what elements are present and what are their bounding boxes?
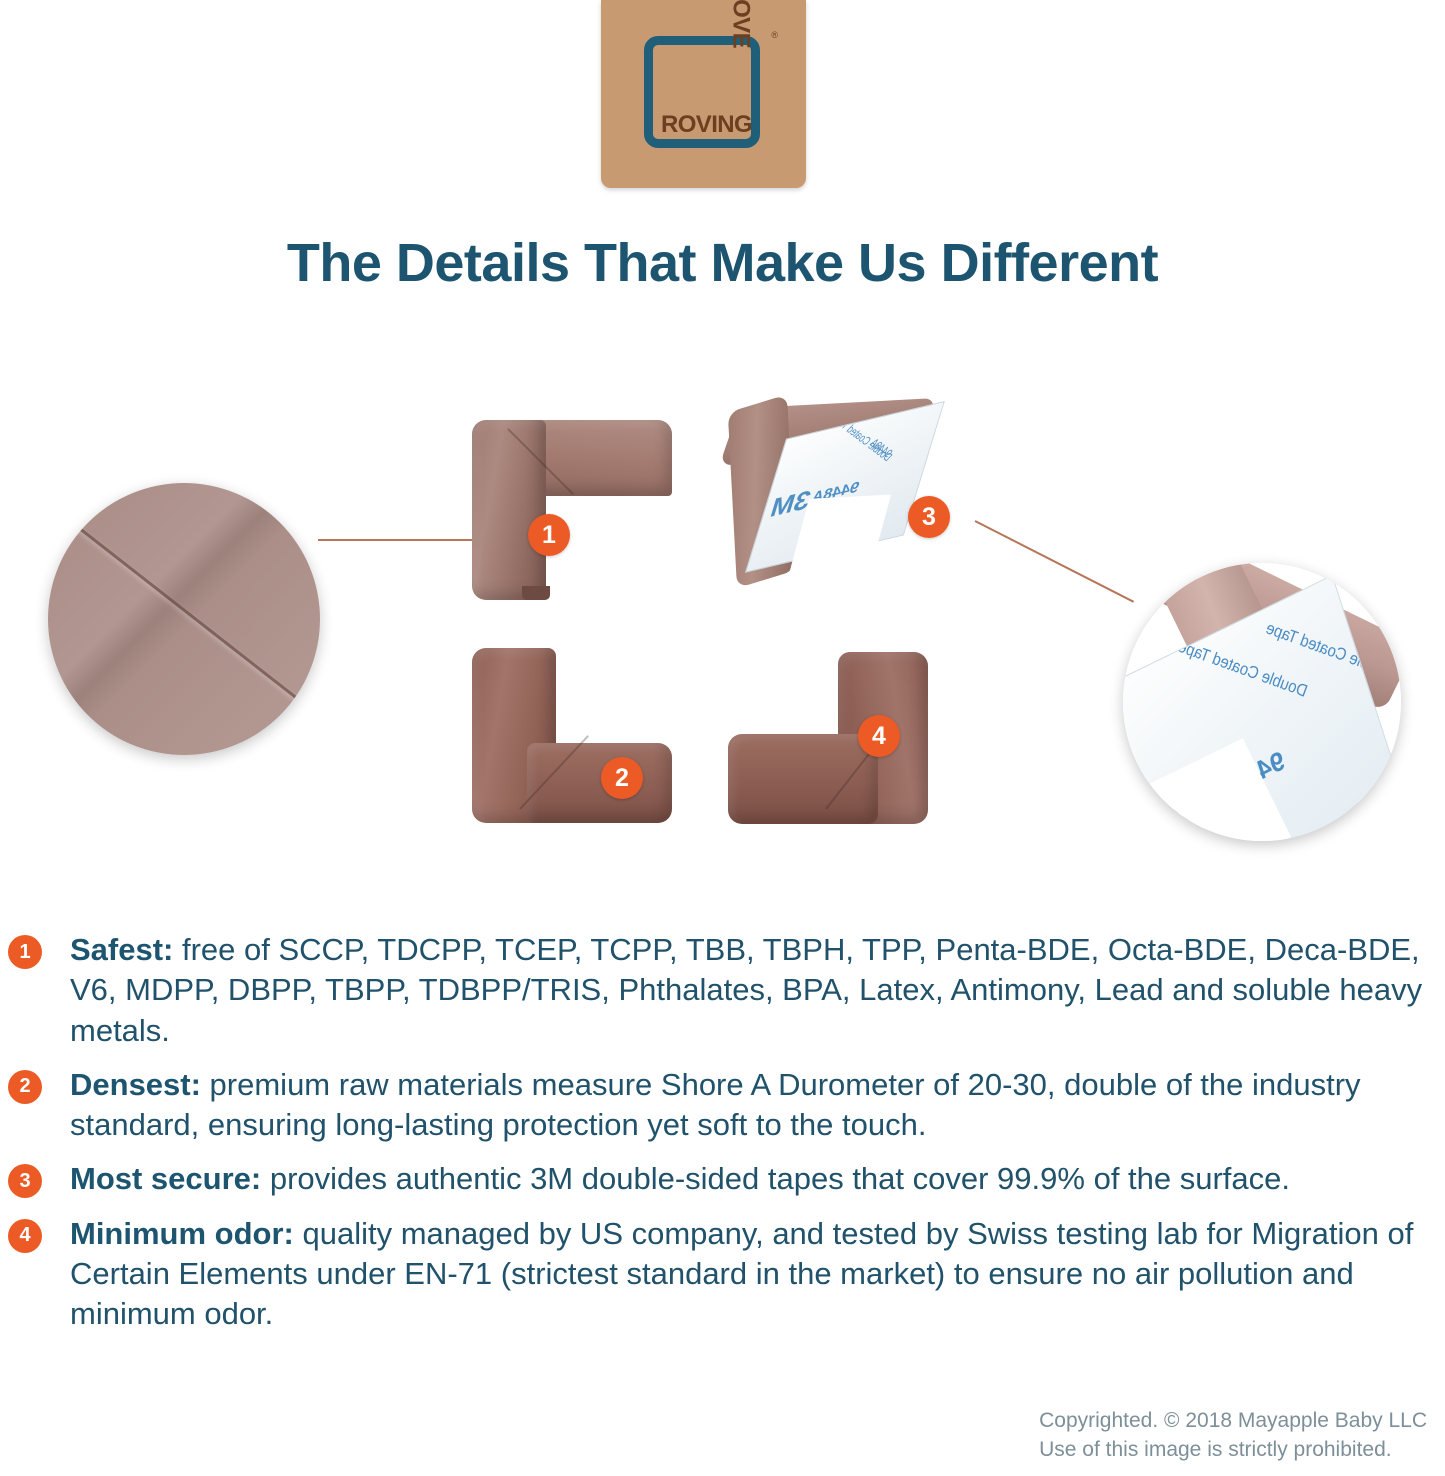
connector-line-right (974, 520, 1135, 603)
callout-badge-2: 2 (601, 757, 643, 799)
connector-line-left (318, 539, 480, 541)
foam-surface-closeup-circle (48, 483, 320, 755)
feature-body-1: free of SCCP, TDCPP, TCEP, TCPP, TBB, TB… (70, 932, 1423, 1048)
feature-text-1: Safest: free of SCCP, TDCPP, TCEP, TCPP,… (70, 930, 1440, 1051)
feature-badge-2: 2 (8, 1069, 42, 1104)
logo-text-cove: COVE (728, 0, 755, 48)
feature-body-4: quality managed by US company, and teste… (70, 1215, 1414, 1332)
copyright-notice: Copyrighted. © 2018 Mayapple Baby LLC Us… (1039, 1407, 1427, 1464)
logo-text-roving: ROVING (661, 111, 753, 138)
feature-badge-4: 4 (8, 1218, 42, 1253)
corner-guard-1-tab (522, 586, 550, 600)
feature-lead-3: Most secure: (70, 1161, 262, 1197)
feature-list: 1 Safest: free of SCCP, TDCPP, TCEP, TCP… (0, 930, 1445, 1349)
feature-item-2: 2 Densest: premium raw materials measure… (0, 1065, 1445, 1146)
callout-badge-3: 3 (908, 496, 950, 538)
corner-guard-4-arm-horizontal (728, 734, 878, 824)
feature-item-1: 1 Safest: free of SCCP, TDCPP, TCEP, TCP… (0, 930, 1445, 1051)
feature-text-2: Densest: premium raw materials measure S… (70, 1065, 1440, 1146)
corner-guard-3: 3M 9448A Double Coated Tape 9448A (713, 394, 945, 589)
page-title: The Details That Make Us Different (286, 233, 1159, 293)
logo-square-outline: ROVING COVE (644, 0, 760, 148)
copyright-line-2: Use of this image is strictly prohibited… (1039, 1437, 1392, 1461)
registered-trademark-icon: ® (771, 30, 778, 40)
corner-guard-2-arm-horizontal (527, 743, 672, 823)
corner-guard-1-arm-vertical (472, 420, 546, 600)
feature-item-4: 4 Minimum odor: quality managed by US co… (0, 1214, 1445, 1335)
foam-texture (48, 483, 320, 755)
tape-closeup-inner: 3M 9448A Double Coated Tape Double Coate… (1123, 563, 1401, 841)
feature-lead-4: Minimum odor: (70, 1215, 294, 1251)
feature-item-3: 3 Most secure: provides authentic 3M dou… (0, 1159, 1445, 1199)
3m-tape-closeup-circle: 3M 9448A Double Coated Tape Double Coate… (1123, 563, 1401, 841)
feature-body-2: premium raw materials measure Shore A Du… (70, 1066, 1361, 1143)
feature-body-3: provides authentic 3M double-sided tapes… (261, 1161, 1291, 1197)
feature-text-3: Most secure: provides authentic 3M doubl… (70, 1159, 1290, 1199)
brand-logo: ROVING COVE ® (601, 0, 806, 188)
corner-guard-1 (472, 420, 672, 600)
callout-badge-4: 4 (858, 715, 900, 757)
callout-badge-1: 1 (528, 514, 570, 556)
copyright-line-1: Copyrighted. © 2018 Mayapple Baby LLC (1039, 1409, 1427, 1433)
corner-guard-2 (472, 648, 672, 823)
product-diagram: 3M 9448A Double Coated Tape 9448A 3M 944… (0, 380, 1445, 900)
corner-guard-4 (728, 652, 928, 824)
feature-badge-3: 3 (8, 1164, 42, 1199)
feature-badge-1: 1 (8, 935, 42, 969)
feature-lead-1: Safest: (70, 932, 174, 967)
feature-lead-2: Densest: (70, 1066, 201, 1102)
feature-text-4: Minimum odor: quality managed by US comp… (70, 1214, 1440, 1335)
